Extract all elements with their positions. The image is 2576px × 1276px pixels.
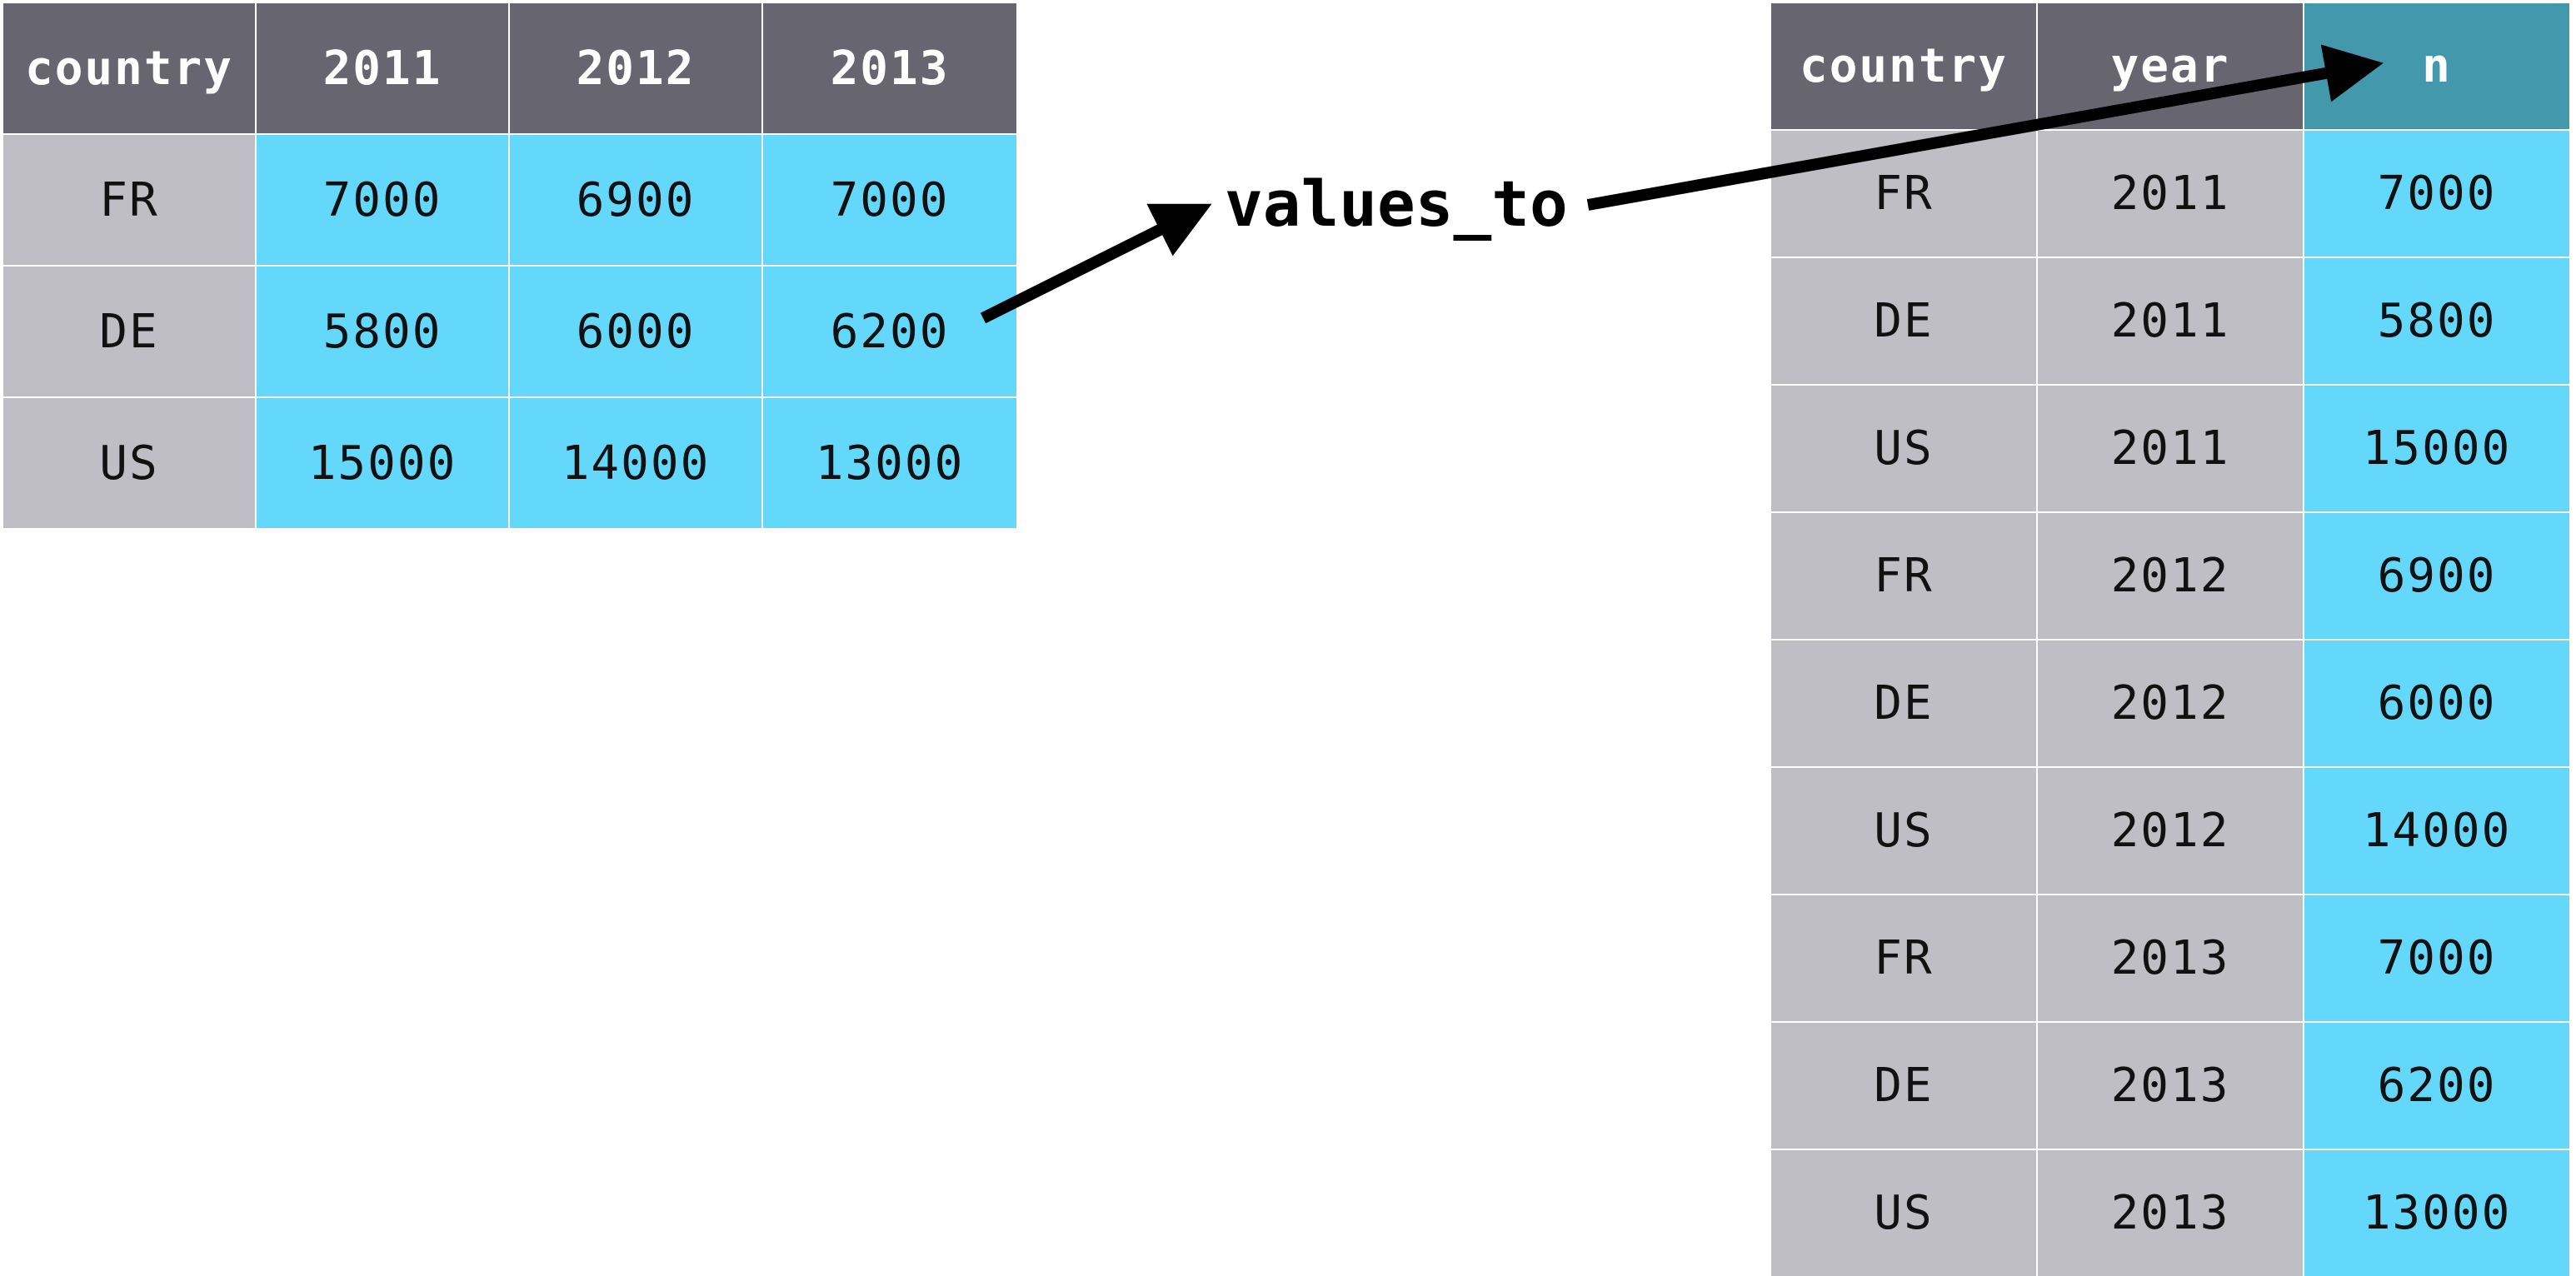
wide-cell-value: 6200	[763, 267, 1016, 396]
long-cell-year: 2012	[2038, 513, 2303, 639]
wide-cell-value: 6900	[510, 135, 761, 265]
wide-cell-country: US	[3, 398, 255, 528]
long-cell-country: DE	[1771, 258, 2036, 384]
long-cell-country: FR	[1771, 895, 2036, 1021]
wide-cell-value: 7000	[763, 135, 1016, 265]
long-cell-year: 2011	[2038, 131, 2303, 257]
long-cell-value: 6200	[2304, 1023, 2569, 1149]
long-cell-country: US	[1771, 1150, 2036, 1276]
long-cell-year: 2013	[2038, 1150, 2303, 1276]
long-cell-year: 2013	[2038, 1023, 2303, 1149]
long-cell-value: 6000	[2304, 640, 2569, 766]
long-table: country year n FR 2011 7000 DE 2011 5800…	[1771, 3, 2569, 1276]
long-cell-year: 2011	[2038, 386, 2303, 511]
wide-cell-value: 13000	[763, 398, 1016, 528]
wide-cell-value: 7000	[257, 135, 508, 265]
long-cell-value: 6900	[2304, 513, 2569, 639]
wide-header-2013: 2013	[763, 3, 1016, 133]
long-header-year: year	[2038, 3, 2303, 129]
long-cell-year: 2012	[2038, 768, 2303, 894]
wide-cell-country: FR	[3, 135, 255, 265]
long-cell-country: DE	[1771, 640, 2036, 766]
long-cell-value: 7000	[2304, 895, 2569, 1021]
wide-cell-value: 6000	[510, 267, 761, 396]
long-cell-value: 13000	[2304, 1150, 2569, 1276]
long-cell-value: 15000	[2304, 386, 2569, 511]
long-cell-country: US	[1771, 386, 2036, 511]
long-cell-country: US	[1771, 768, 2036, 894]
long-cell-year: 2012	[2038, 640, 2303, 766]
long-cell-value: 14000	[2304, 768, 2569, 894]
arrow-to-n-column	[1586, 44, 2384, 211]
long-cell-country: DE	[1771, 1023, 2036, 1149]
values-to-label: values_to	[1225, 167, 1568, 241]
long-cell-country: FR	[1771, 513, 2036, 639]
long-cell-year: 2013	[2038, 895, 2303, 1021]
wide-header-2011: 2011	[257, 3, 508, 133]
wide-cell-value: 5800	[257, 267, 508, 396]
arrow-to-label	[980, 203, 1212, 324]
wide-header-country: country	[3, 3, 255, 133]
wide-header-2012: 2012	[510, 3, 761, 133]
wide-cell-value: 15000	[257, 398, 508, 528]
wide-cell-country: DE	[3, 267, 255, 396]
long-cell-year: 2011	[2038, 258, 2303, 384]
wide-cell-value: 14000	[510, 398, 761, 528]
wide-table: country 2011 2012 2013 FR 7000 6900 7000…	[3, 3, 1016, 528]
long-cell-value: 5800	[2304, 258, 2569, 384]
long-cell-value: 7000	[2304, 131, 2569, 257]
long-header-country: country	[1771, 3, 2036, 129]
